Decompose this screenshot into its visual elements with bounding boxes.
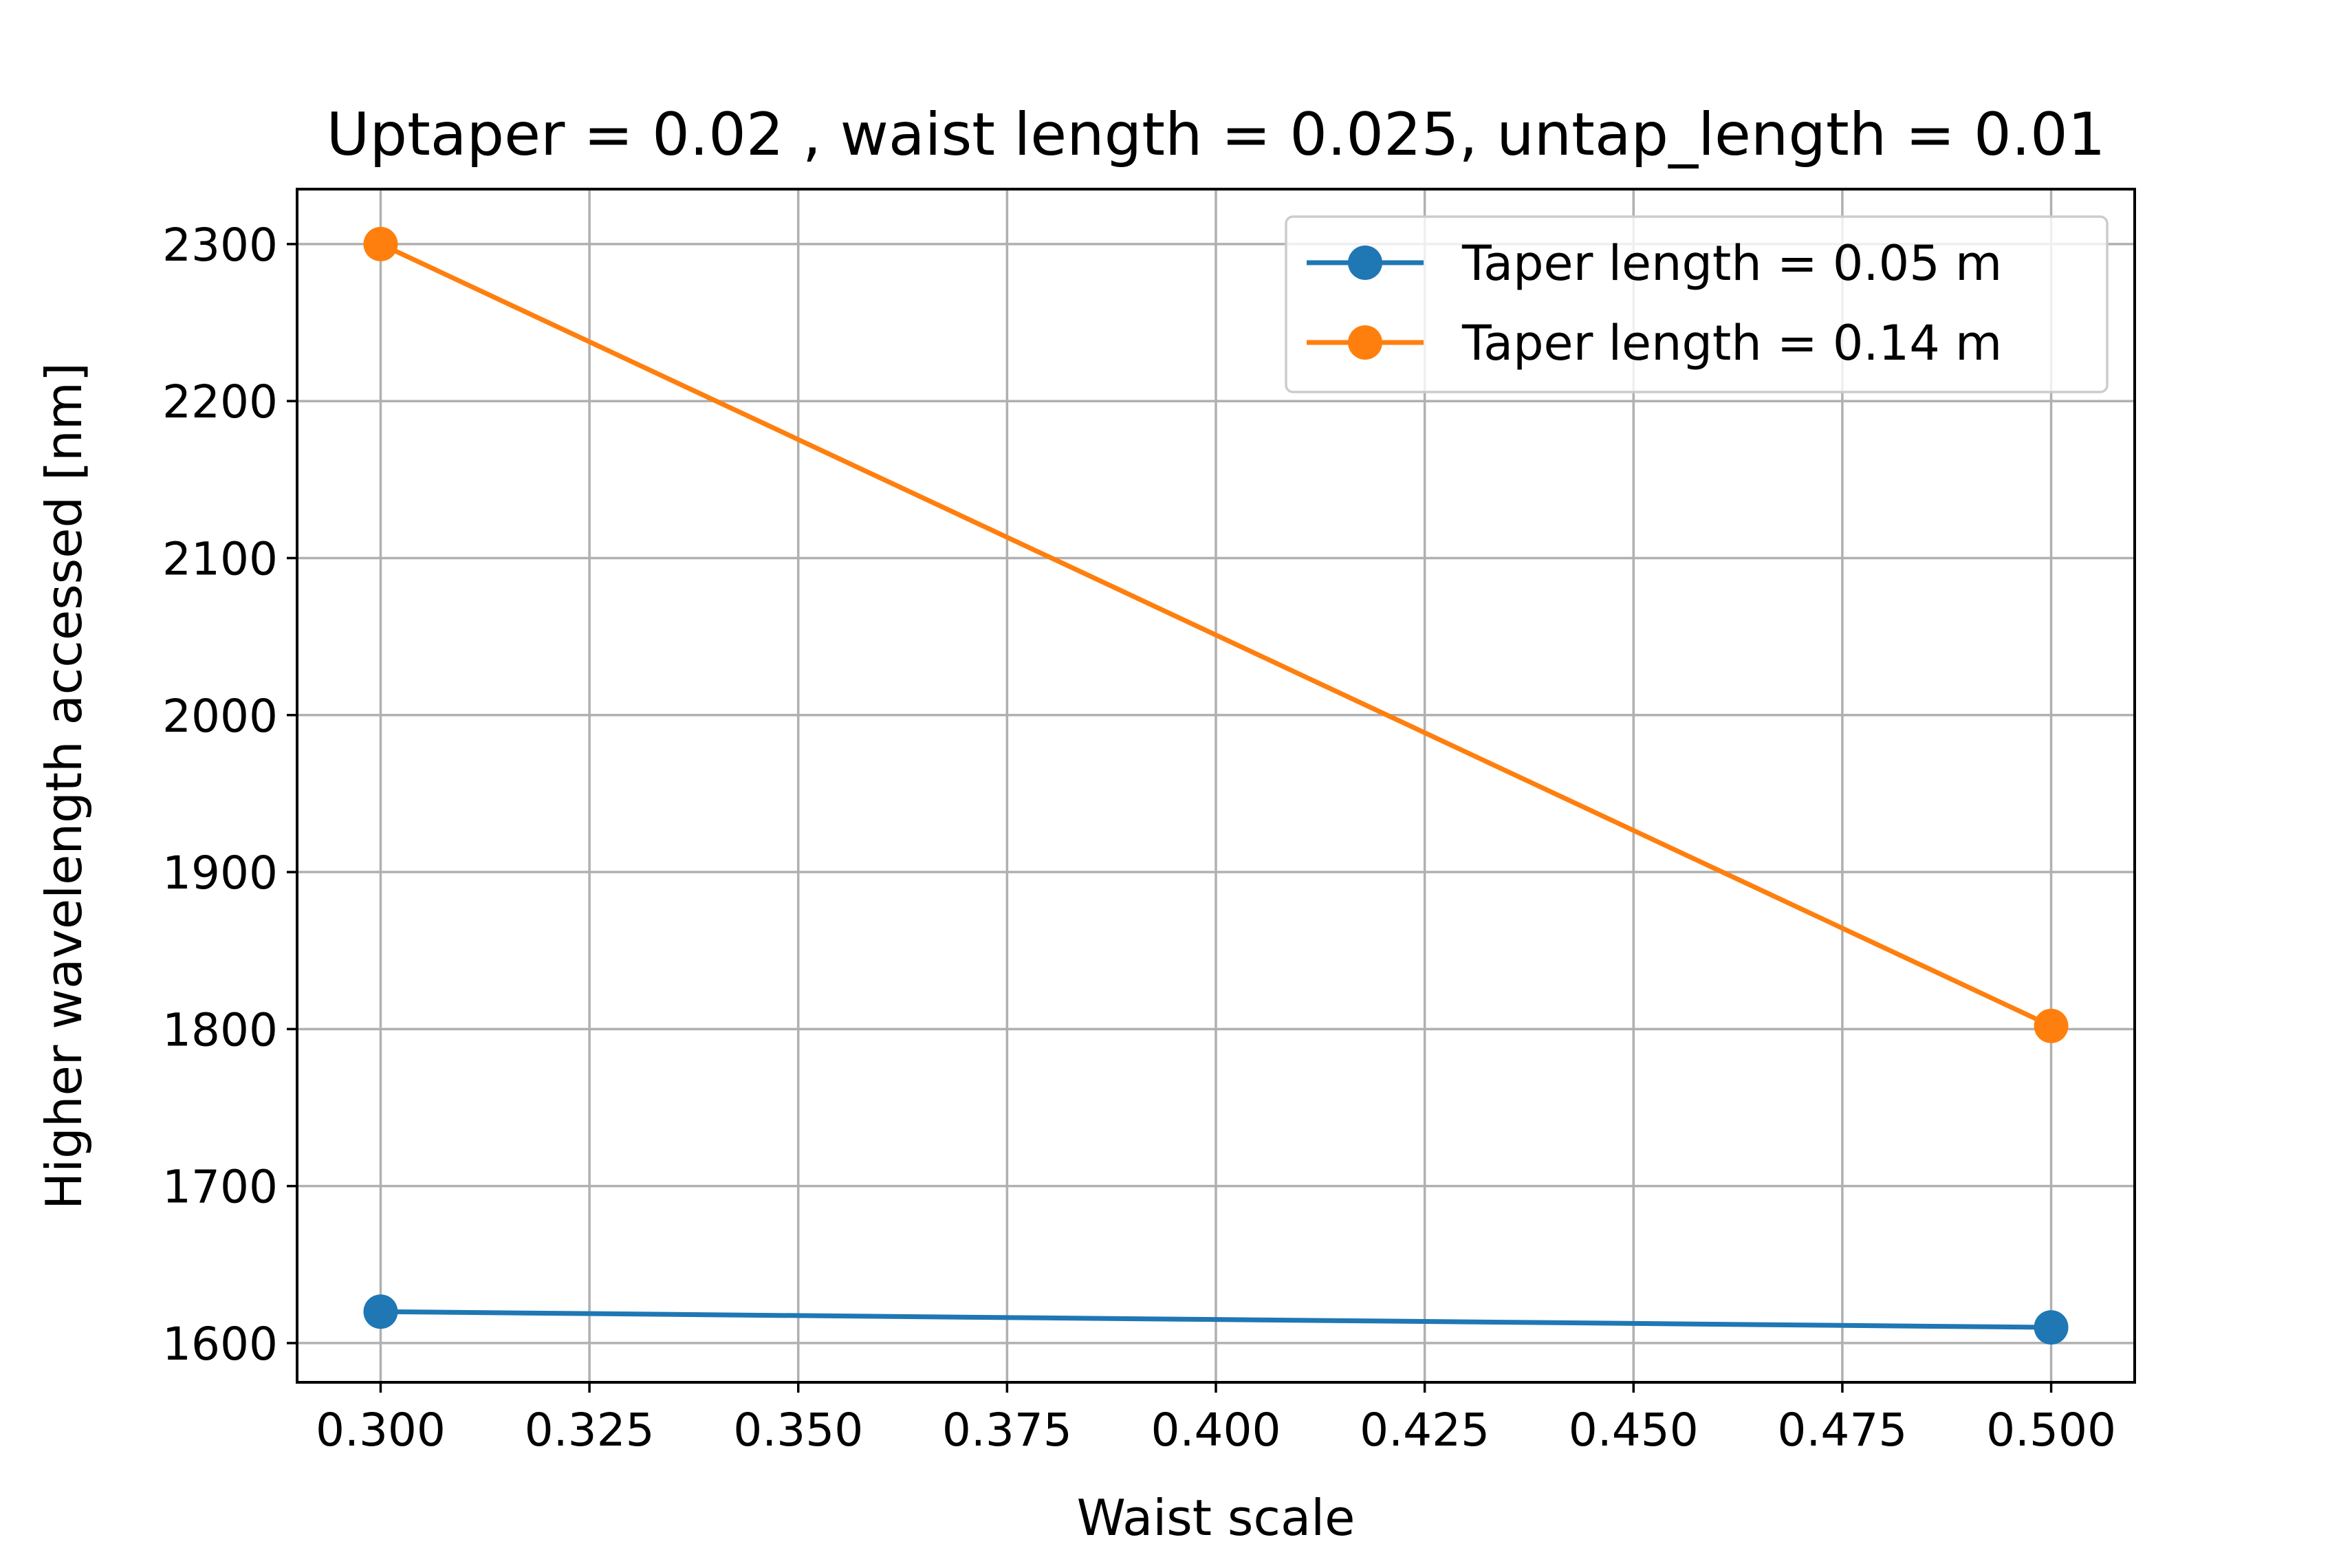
x-tick-label: 0.325	[525, 1404, 655, 1457]
x-tick-label: 0.400	[1151, 1404, 1281, 1457]
y-tick-label: 1700	[162, 1161, 278, 1214]
series-line-2	[377, 241, 2055, 1030]
y-axis-label: Higher wavelength accessed [nm]	[35, 362, 93, 1210]
legend-box	[1285, 215, 2109, 393]
x-tick-label: 0.450	[1569, 1404, 1699, 1457]
y-tick-label: 2300	[162, 219, 278, 272]
x-tick-label: 0.500	[1986, 1404, 2116, 1457]
x-tick-label: 0.425	[1360, 1404, 1490, 1457]
y-tick-label: 2200	[162, 375, 278, 428]
y-tick-label: 2000	[162, 690, 278, 743]
y-tick-label: 1900	[162, 847, 278, 900]
y-tick-label: 1800	[162, 1003, 278, 1056]
x-tick-label: 0.300	[316, 1404, 446, 1457]
x-tick-label: 0.350	[733, 1404, 863, 1457]
y-tick-label: 1600	[162, 1318, 278, 1371]
x-tick-label: 0.375	[942, 1404, 1072, 1457]
x-axis-label: Waist scale	[1077, 1489, 1355, 1547]
legend: Taper length = 0.05 m Taper length = 0.14…	[1285, 215, 2109, 393]
x-tick-label: 0.475	[1777, 1404, 1907, 1457]
series-2-point	[363, 226, 398, 261]
axis-ticks: 0.300 0.325 0.350 0.375 0.400 0.425 0.450 0.475…	[162, 219, 2116, 1457]
legend-label-2: Taper length = 0.14 m	[1461, 315, 2002, 371]
series-1-point	[2034, 1310, 2069, 1345]
legend-label-1: Taper length = 0.05 m	[1461, 235, 2002, 292]
series-1-point	[363, 1294, 398, 1329]
series-2-point	[2034, 1008, 2069, 1043]
y-tick-label: 2100	[162, 532, 278, 585]
series-line-1	[378, 1309, 2054, 1330]
legend-marker-2	[1348, 325, 1382, 360]
legend-marker-1	[1348, 246, 1382, 280]
chart-title: Uptaper = 0.02 , waist length = 0.025, u…	[327, 100, 2106, 169]
series-layer	[363, 226, 2069, 1345]
